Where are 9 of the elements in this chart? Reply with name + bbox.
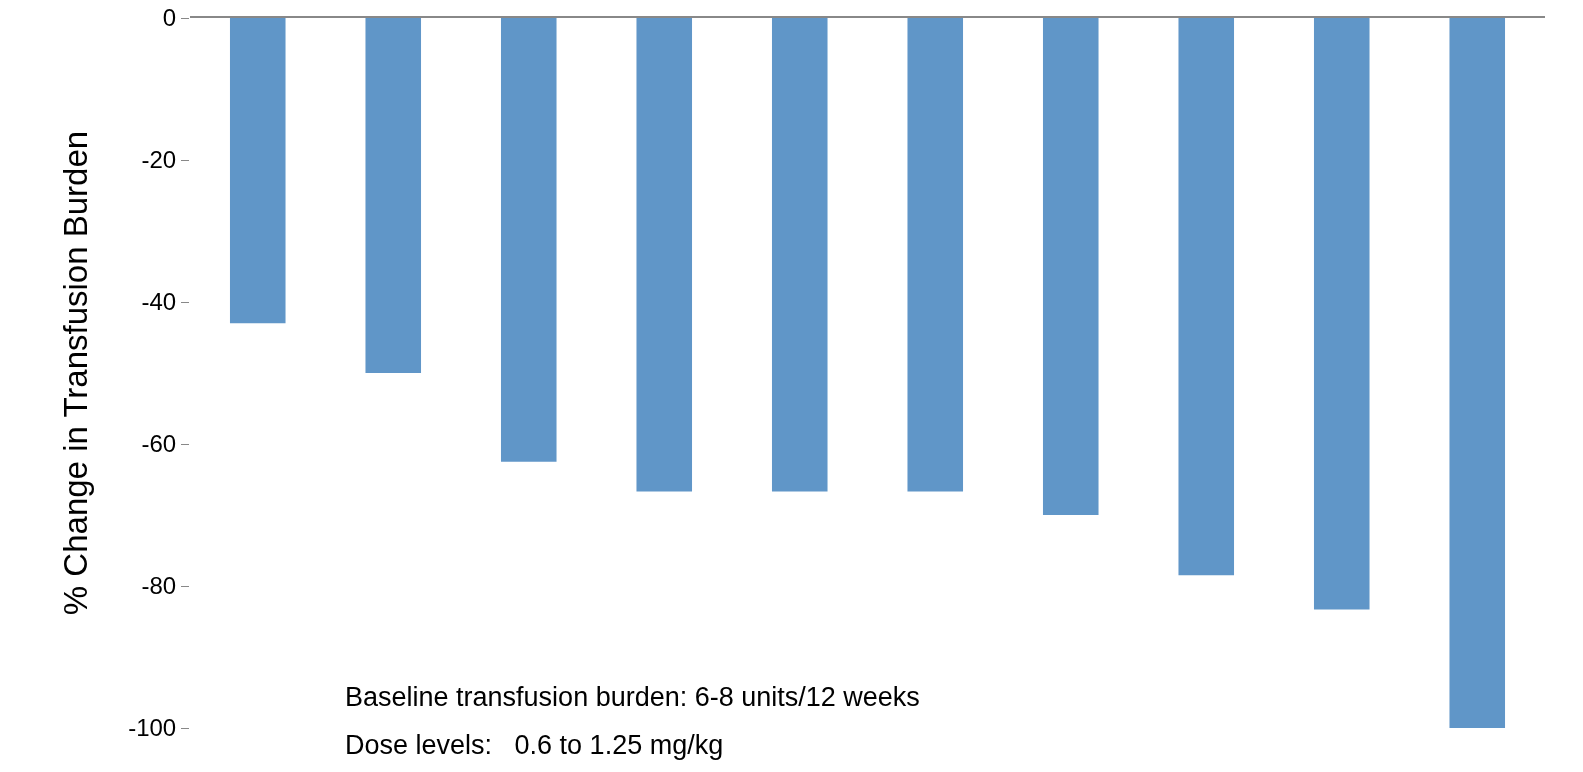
text: Dose levels: 0.6 to 1.25 mg/kg (345, 730, 724, 760)
y-axis-title: % Change in Transfusion Burden (57, 130, 95, 616)
y-tick-label: 0 (162, 4, 177, 32)
annotation: Baseline transfusion burden: 6-8 units/12 weeks (345, 682, 920, 712)
y-tick-label: -40 (141, 288, 177, 316)
y-tick-label: -20 (141, 146, 177, 174)
y-tick-label: -80 (141, 572, 177, 600)
y-tick-label: -100 (128, 714, 177, 742)
y-tick-label: -60 (141, 430, 177, 458)
